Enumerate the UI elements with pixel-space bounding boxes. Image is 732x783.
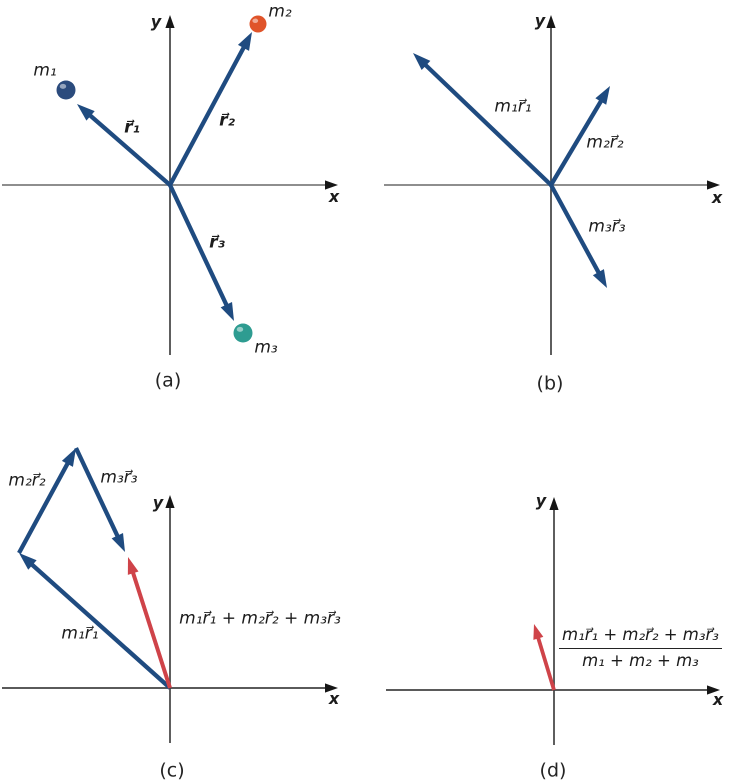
axis-label-y-c: y bbox=[152, 493, 164, 512]
label-m2r2-c: m₂r⃗₂ bbox=[8, 470, 46, 491]
vector-m3r3 bbox=[549, 183, 602, 276]
label-r2: r⃗₂ bbox=[219, 110, 235, 131]
vector-r1 bbox=[86, 112, 172, 187]
fraction-denominator: m₁ + m₂ + m₃ bbox=[582, 650, 699, 670]
axis-label-y-b: y bbox=[534, 11, 546, 30]
label-m2r2-b: m₂r⃗₂ bbox=[586, 132, 624, 153]
axis-label-x-c: x bbox=[328, 689, 340, 708]
axis-label-y-d: y bbox=[535, 491, 547, 510]
label-m3: m₃ bbox=[254, 337, 278, 358]
label-m3r3-c: m₃r⃗₃ bbox=[100, 467, 138, 488]
vector-m2r2 bbox=[549, 97, 605, 187]
vector-m2r2-sum bbox=[17, 460, 71, 555]
label-m3r3-b: m₃r⃗₃ bbox=[588, 216, 626, 237]
mass-sphere-m3 bbox=[233, 323, 253, 343]
mass-sphere-m1 bbox=[56, 80, 76, 100]
axis-label-y-a: y bbox=[150, 12, 162, 31]
vector-r2 bbox=[168, 44, 247, 187]
vector-m1r1-sum bbox=[28, 561, 172, 690]
axis-label-x-a: x bbox=[328, 187, 340, 206]
mass-sphere-m2 bbox=[249, 15, 267, 33]
panel-a bbox=[2, 15, 338, 355]
label-m2: m₂ bbox=[268, 1, 292, 22]
vector-m1r1 bbox=[422, 61, 553, 187]
vector-com bbox=[535, 634, 556, 691]
vector-m3r3-sum bbox=[74, 447, 121, 540]
panel-b-caption: (b) bbox=[536, 372, 564, 395]
vector-resultant bbox=[130, 569, 172, 689]
panel-c-caption: (c) bbox=[159, 759, 185, 782]
label-m1r1-c: m₁r⃗₁ bbox=[61, 623, 99, 644]
panel-b bbox=[384, 15, 720, 355]
label-r3: r⃗₃ bbox=[209, 232, 225, 253]
com-fraction-label: m₁r⃗₁ + m₂r⃗₂ + m₃r⃗₃ m₁ + m₂ + m₃ bbox=[559, 625, 722, 671]
label-m1r1-b: m₁r⃗₁ bbox=[494, 96, 532, 117]
panel-a-caption: (a) bbox=[154, 369, 182, 392]
label-m1: m₁ bbox=[33, 60, 57, 81]
panel-c bbox=[2, 447, 338, 743]
axis-label-x-b: x bbox=[711, 188, 723, 207]
panel-d-caption: (d) bbox=[539, 759, 567, 782]
fraction-numerator: m₁r⃗₁ + m₂r⃗₂ + m₃r⃗₃ bbox=[559, 625, 722, 649]
vector-r3 bbox=[168, 184, 230, 309]
label-r1: r⃗₁ bbox=[124, 117, 140, 138]
panel-d bbox=[386, 497, 720, 745]
axis-label-x-d: x bbox=[712, 690, 724, 709]
label-vector-sum: m₁r⃗₁ + m₂r⃗₂ + m₃r⃗₃ bbox=[179, 608, 341, 629]
